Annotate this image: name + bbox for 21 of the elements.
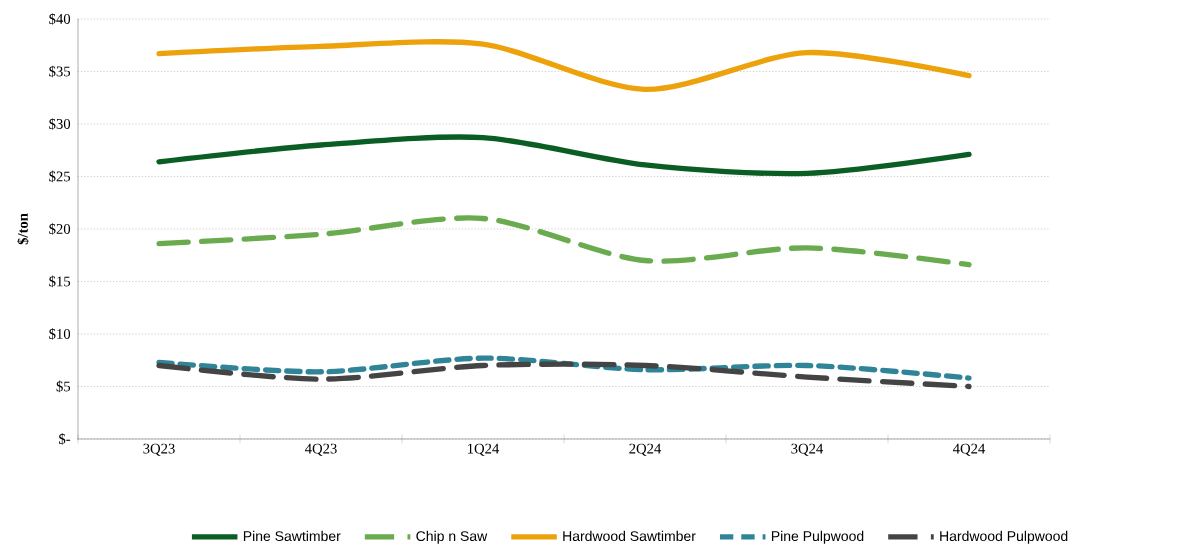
y-tick-label: $40: [49, 13, 71, 25]
x-tick-label: 4Q23: [305, 443, 337, 456]
x-tick-label: 4Q24: [953, 443, 986, 456]
legend-label: Pine Pulpwood: [771, 530, 864, 544]
y-tick-label: $10: [49, 328, 71, 340]
x-tick-label: 3Q24: [791, 443, 824, 456]
y-axis-title: $/ton: [17, 213, 29, 245]
x-tick-label: 3Q23: [143, 443, 175, 456]
x-tick-label: 2Q24: [629, 443, 662, 456]
y-tick-label: $-: [59, 433, 71, 445]
legend-label: Pine Sawtimber: [243, 530, 341, 542]
legend-label: Hardwood Sawtimber: [563, 530, 696, 542]
y-tick-label: $30: [49, 118, 71, 130]
y-tick-label: $25: [49, 170, 71, 183]
y-tick-label: $20: [49, 223, 71, 235]
x-tick-label: 1Q24: [468, 443, 500, 456]
legend-label: Chip n Saw: [416, 530, 488, 544]
y-tick-label: $15: [49, 275, 71, 288]
legend-label: Hardwood Pulpwood: [940, 530, 1068, 544]
y-tick-label: $5: [56, 380, 71, 393]
y-tick-label: $35: [49, 65, 71, 78]
